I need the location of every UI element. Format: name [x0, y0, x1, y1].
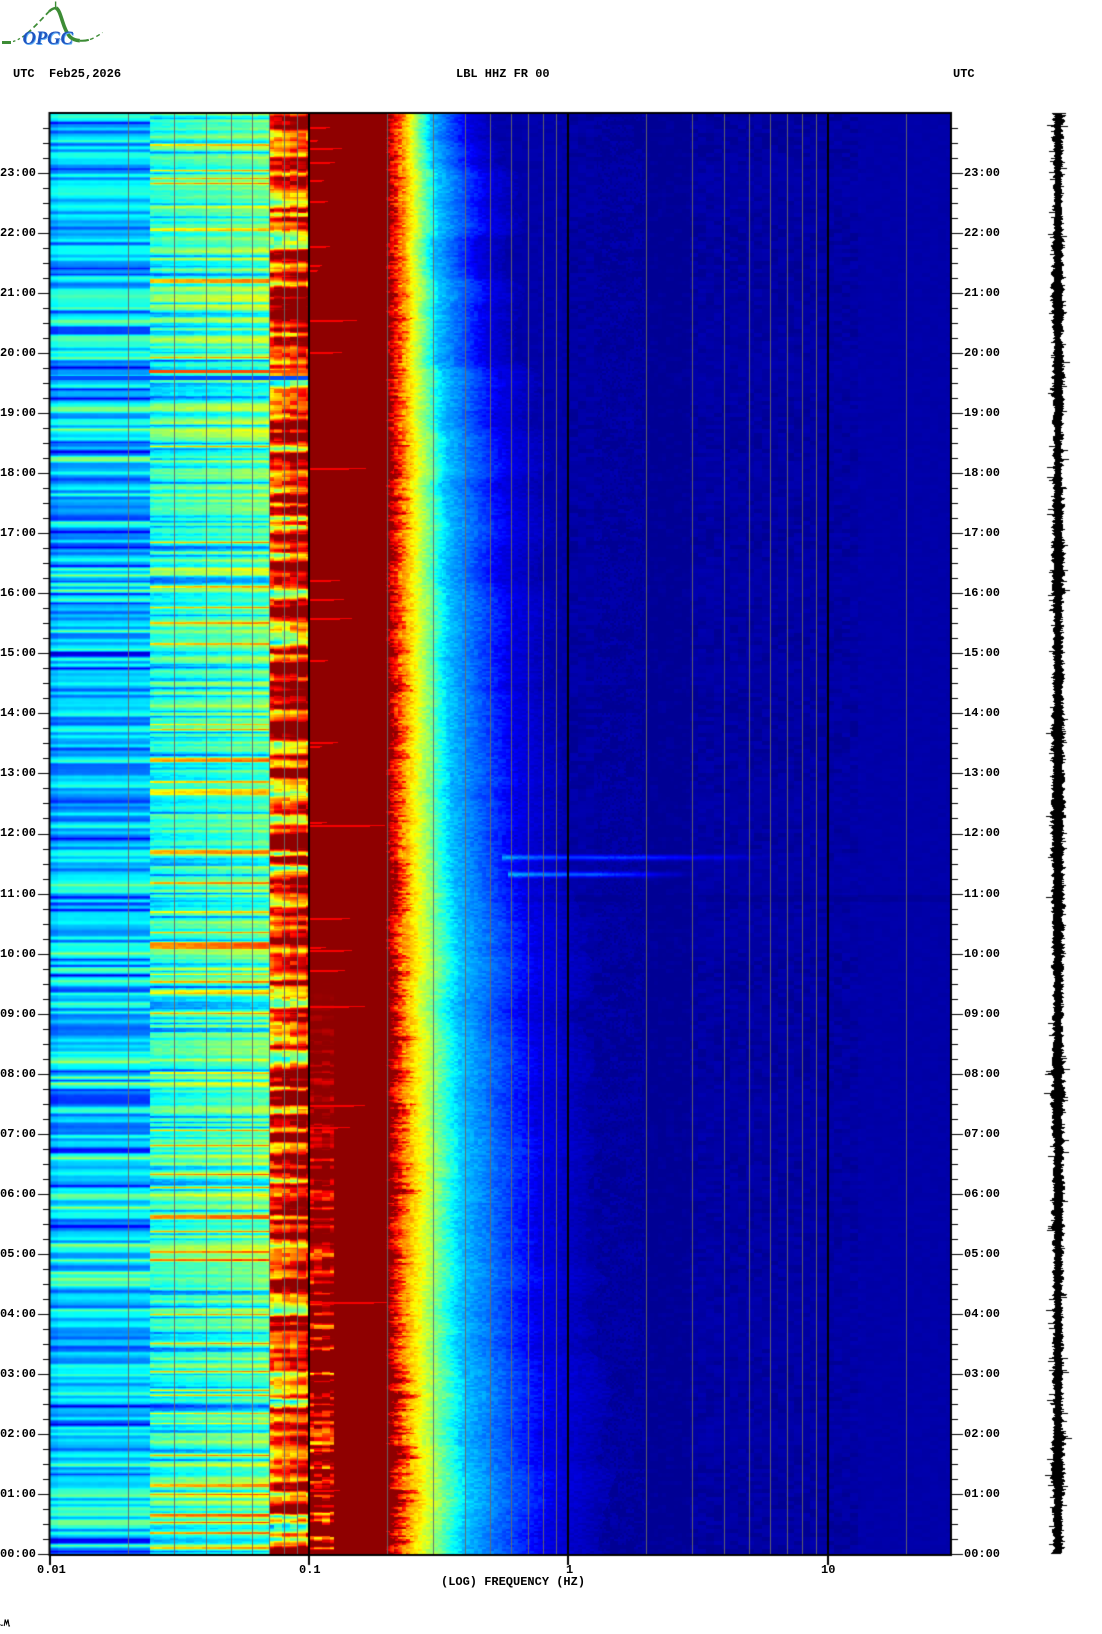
svg-text:OPGC: OPGC [23, 29, 74, 49]
svg-text:OPGC: OPGC [23, 30, 74, 50]
